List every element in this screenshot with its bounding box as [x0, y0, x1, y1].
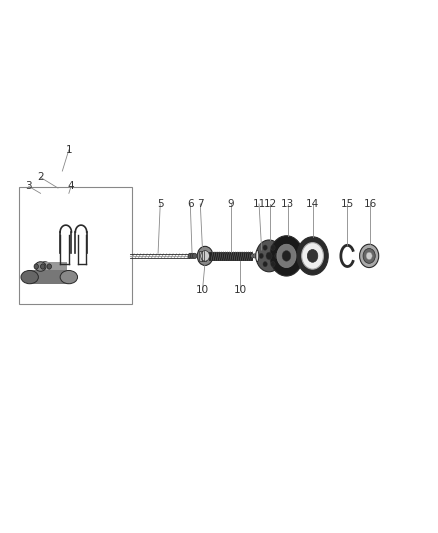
Text: 12: 12	[264, 199, 277, 209]
Ellipse shape	[39, 262, 50, 271]
Circle shape	[253, 254, 256, 258]
Circle shape	[360, 244, 379, 268]
Text: 10: 10	[196, 285, 209, 295]
Bar	[198, 251, 205, 261]
Text: 16: 16	[364, 199, 377, 209]
Ellipse shape	[35, 262, 46, 271]
Circle shape	[282, 251, 291, 261]
Circle shape	[188, 253, 192, 259]
Ellipse shape	[21, 270, 39, 284]
Text: 14: 14	[306, 199, 319, 209]
Circle shape	[34, 264, 39, 269]
Circle shape	[192, 253, 197, 259]
Text: 2: 2	[37, 172, 44, 182]
Ellipse shape	[256, 250, 259, 262]
Circle shape	[263, 245, 267, 251]
Circle shape	[297, 237, 328, 275]
Circle shape	[256, 240, 282, 272]
Circle shape	[363, 248, 375, 263]
Circle shape	[307, 249, 318, 262]
Text: 6: 6	[187, 199, 194, 209]
Text: 3: 3	[25, 181, 32, 191]
Bar	[41, 262, 67, 271]
Bar	[19, 187, 132, 304]
Circle shape	[366, 252, 372, 260]
Circle shape	[255, 254, 258, 258]
Circle shape	[190, 253, 194, 259]
Ellipse shape	[60, 270, 78, 284]
Circle shape	[201, 251, 209, 261]
Bar	[30, 270, 69, 284]
Circle shape	[263, 262, 267, 267]
Text: 4: 4	[68, 181, 74, 191]
Circle shape	[251, 254, 254, 258]
Text: 10: 10	[233, 285, 247, 295]
Text: 1: 1	[66, 145, 72, 155]
Circle shape	[259, 253, 263, 259]
Circle shape	[197, 246, 213, 265]
Text: 5: 5	[157, 199, 163, 209]
Text: 9: 9	[227, 199, 234, 209]
Bar	[257, 250, 262, 262]
Circle shape	[271, 262, 275, 267]
Circle shape	[275, 253, 279, 259]
Text: 15: 15	[341, 199, 354, 209]
Circle shape	[302, 243, 323, 269]
Text: 11: 11	[252, 199, 266, 209]
Ellipse shape	[261, 250, 264, 262]
Text: 13: 13	[281, 199, 294, 209]
Circle shape	[271, 245, 275, 251]
Circle shape	[277, 244, 296, 268]
Bar	[209, 252, 252, 260]
Text: 7: 7	[197, 199, 204, 209]
Circle shape	[47, 264, 51, 269]
Circle shape	[41, 264, 45, 269]
Circle shape	[270, 236, 303, 276]
Circle shape	[266, 252, 272, 260]
